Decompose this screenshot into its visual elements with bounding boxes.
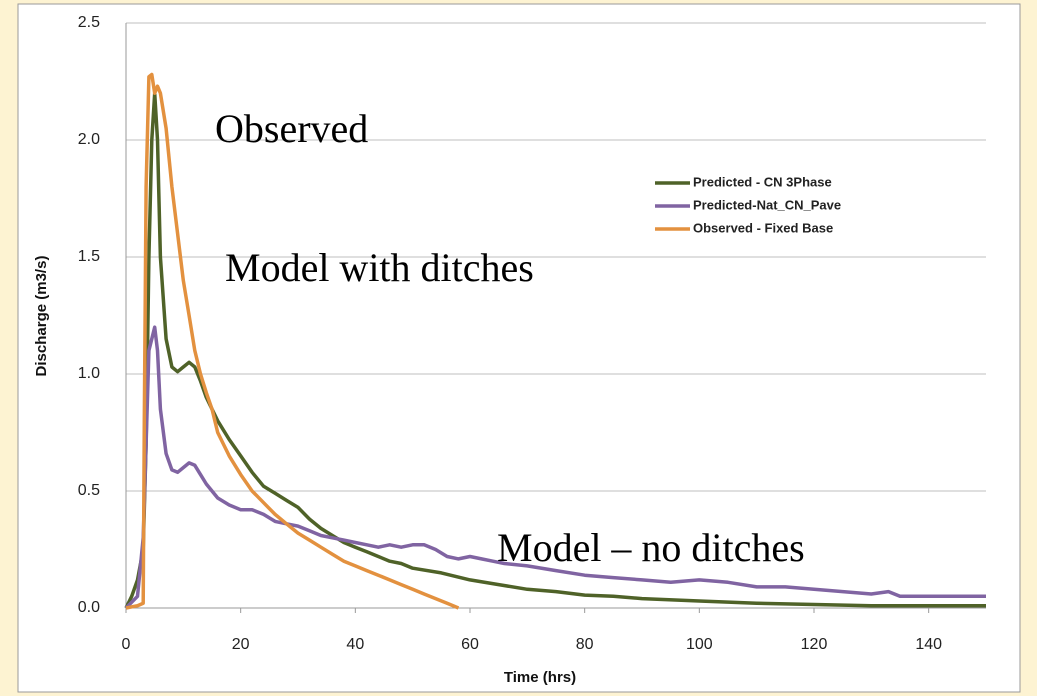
x-axis-title: Time (hrs) bbox=[504, 669, 576, 686]
data-line bbox=[124, 325, 986, 610]
y-tick-label: 0.0 bbox=[78, 599, 100, 616]
y-tick-label: 0.5 bbox=[78, 482, 100, 499]
x-tick-label: 60 bbox=[461, 636, 479, 653]
x-tick-label: 0 bbox=[122, 636, 131, 653]
x-tick-label: 100 bbox=[686, 636, 713, 653]
y-tick-label: 1.5 bbox=[78, 248, 100, 265]
data-line bbox=[124, 91, 986, 609]
legend-label: Predicted-Nat_CN_Pave bbox=[693, 197, 841, 212]
annotation: Model – no ditches bbox=[497, 525, 805, 570]
chart-frame bbox=[17, 3, 1021, 693]
y-tick-label: 1.0 bbox=[78, 365, 100, 382]
x-tick-label: 20 bbox=[232, 636, 250, 653]
data-line bbox=[125, 72, 460, 610]
annotation: Observed bbox=[215, 106, 368, 151]
legend-label: Observed - Fixed Base bbox=[693, 220, 833, 235]
y-axis-title: Discharge (m3/s) bbox=[33, 256, 50, 377]
y-tick-label: 2.0 bbox=[78, 131, 100, 148]
annotation: Model with ditches bbox=[225, 245, 534, 290]
x-tick-label: 140 bbox=[915, 636, 942, 653]
x-tick-label: 80 bbox=[576, 636, 594, 653]
x-tick-label: 40 bbox=[346, 636, 364, 653]
y-tick-label: 2.5 bbox=[78, 14, 100, 31]
x-tick-label: 120 bbox=[801, 636, 828, 653]
legend-label: Predicted - CN 3Phase bbox=[693, 174, 832, 189]
